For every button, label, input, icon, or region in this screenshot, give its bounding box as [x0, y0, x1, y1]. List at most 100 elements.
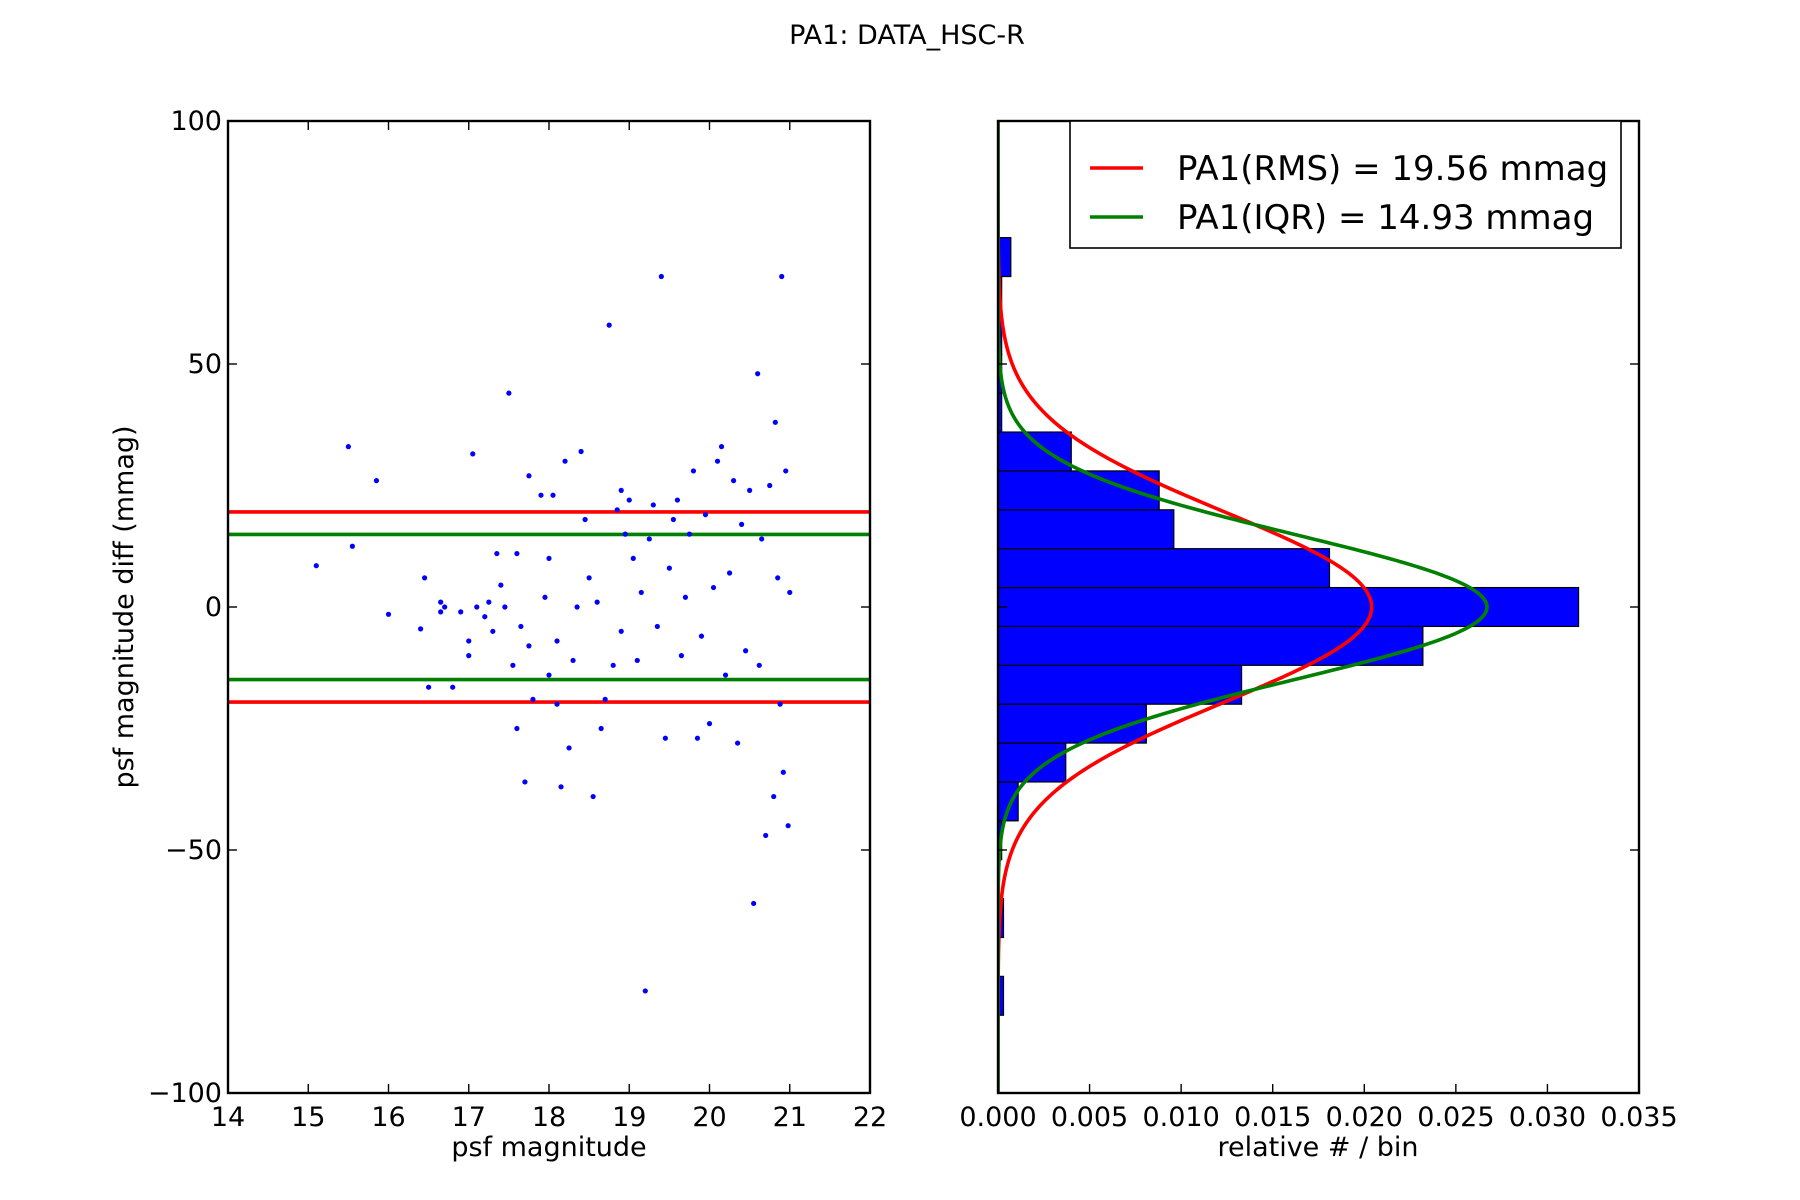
scatter-point	[582, 516, 588, 523]
scatter-point	[586, 575, 592, 581]
scatter-points	[313, 273, 793, 994]
scatter-point	[734, 740, 741, 746]
scatter-point	[442, 604, 448, 610]
scatter-point	[650, 502, 656, 508]
scatter-point	[554, 638, 560, 644]
scatter-point	[662, 735, 668, 741]
scatter-point	[373, 478, 380, 484]
y-tick-label: −100	[148, 1078, 222, 1109]
scatter-point	[646, 536, 652, 542]
scatter-axis-ticks: 14 15 16 17 18 19 20 21 22 100 50 0 −50 −100	[148, 106, 887, 1133]
scatter-point	[566, 745, 572, 751]
x-tick-label: 22	[853, 1102, 887, 1133]
scatter-point	[783, 468, 789, 474]
scatter-point	[438, 609, 444, 615]
scatter-point	[542, 594, 548, 600]
y-tick-label: −50	[165, 835, 222, 866]
scatter-point	[578, 448, 584, 455]
scatter-point	[779, 273, 785, 280]
scatter-point	[780, 769, 786, 775]
scatter-point	[771, 793, 777, 800]
scatter-point	[554, 701, 560, 707]
x-tick-label: 21	[773, 1102, 807, 1133]
scatter-point	[598, 725, 604, 732]
scatter-point	[634, 657, 640, 664]
scatter-point	[654, 623, 660, 630]
scatter-point	[763, 832, 769, 839]
x-tick-label: 18	[532, 1102, 566, 1133]
scatter-point	[622, 531, 628, 537]
scatter-y-axis-label: psf magnitude diff (mmag)	[109, 425, 140, 788]
scatter-point	[426, 684, 432, 690]
x-tick-label: 0.015	[1234, 1102, 1311, 1133]
x-tick-label: 0.020	[1326, 1102, 1403, 1133]
x-tick-label: 0.030	[1509, 1102, 1586, 1133]
scatter-point	[751, 900, 757, 907]
scatter-point	[466, 638, 472, 644]
scatter-panel: 14 15 16 17 18 19 20 21 22 100 50 0 −50 −100 psf magn…	[109, 106, 887, 1163]
legend-entry-rms: PA1(RMS) = 19.56 mmag	[1177, 149, 1608, 189]
scatter-point	[772, 419, 778, 425]
x-tick-label: 15	[291, 1102, 325, 1133]
scatter-point	[422, 575, 428, 581]
histogram-bar	[998, 625, 1424, 666]
scatter-point	[618, 487, 624, 493]
scatter-point	[546, 555, 552, 562]
scatter-point	[614, 507, 620, 513]
histogram-panel: 0.000 0.005 0.010 0.015 0.020 0.025 0.030 0.035…	[959, 119, 1678, 1163]
scatter-point	[514, 550, 520, 557]
scatter-point	[438, 599, 444, 605]
histogram-bar	[998, 781, 1019, 822]
scatter-point	[694, 735, 701, 741]
histogram-bar	[998, 703, 1147, 744]
threshold-lines	[228, 510, 870, 704]
histogram-bar	[998, 431, 1072, 472]
scatter-point	[510, 662, 516, 668]
scatter-point	[518, 623, 524, 630]
scatter-point	[502, 604, 508, 610]
scatter-point	[610, 662, 616, 668]
scatter-point	[345, 444, 351, 450]
figure-title: PA1: DATA_HSC-R	[789, 20, 1025, 51]
legend-box	[1069, 120, 1622, 249]
scatter-point	[743, 648, 749, 654]
scatter-point	[730, 478, 737, 484]
scatter-point	[787, 589, 793, 596]
scatter-point	[606, 322, 612, 328]
legend: PA1(RMS) = 19.56 mmag PA1(IQR) = 14.93 m…	[1069, 120, 1622, 249]
scatter-point	[785, 823, 791, 829]
scatter-point	[522, 779, 528, 785]
scatter-point	[618, 628, 624, 634]
scatter-point	[466, 653, 472, 659]
scatter-point	[775, 575, 781, 581]
scatter-point	[385, 611, 392, 617]
scatter-point	[626, 497, 632, 503]
x-tick-label: 20	[692, 1102, 726, 1133]
scatter-point	[690, 468, 697, 474]
scatter-point	[674, 497, 681, 503]
scatter-point	[494, 550, 500, 557]
x-tick-label: 0.005	[1051, 1102, 1128, 1133]
scatter-point	[562, 458, 568, 464]
y-tick-label: 0	[205, 592, 222, 623]
scatter-point	[630, 555, 636, 562]
scatter-point	[514, 725, 520, 732]
scatter-point	[490, 628, 496, 634]
x-tick-label: 0.035	[1600, 1102, 1677, 1133]
scatter-point	[722, 672, 729, 678]
histogram-bar	[998, 586, 1580, 628]
scatter-point	[558, 784, 564, 790]
legend-entry-iqr: PA1(IQR) = 14.93 mmag	[1177, 198, 1594, 238]
scatter-point	[686, 531, 693, 537]
scatter-point	[678, 653, 685, 659]
scatter-point	[526, 643, 532, 649]
x-tick-label: 0.010	[1142, 1102, 1219, 1133]
scatter-point	[470, 451, 476, 457]
scatter-point	[759, 536, 765, 542]
scatter-point	[642, 988, 648, 994]
x-tick-label: 0.025	[1417, 1102, 1494, 1133]
scatter-point	[658, 273, 664, 280]
scatter-point	[594, 599, 600, 605]
scatter-point	[458, 609, 464, 615]
